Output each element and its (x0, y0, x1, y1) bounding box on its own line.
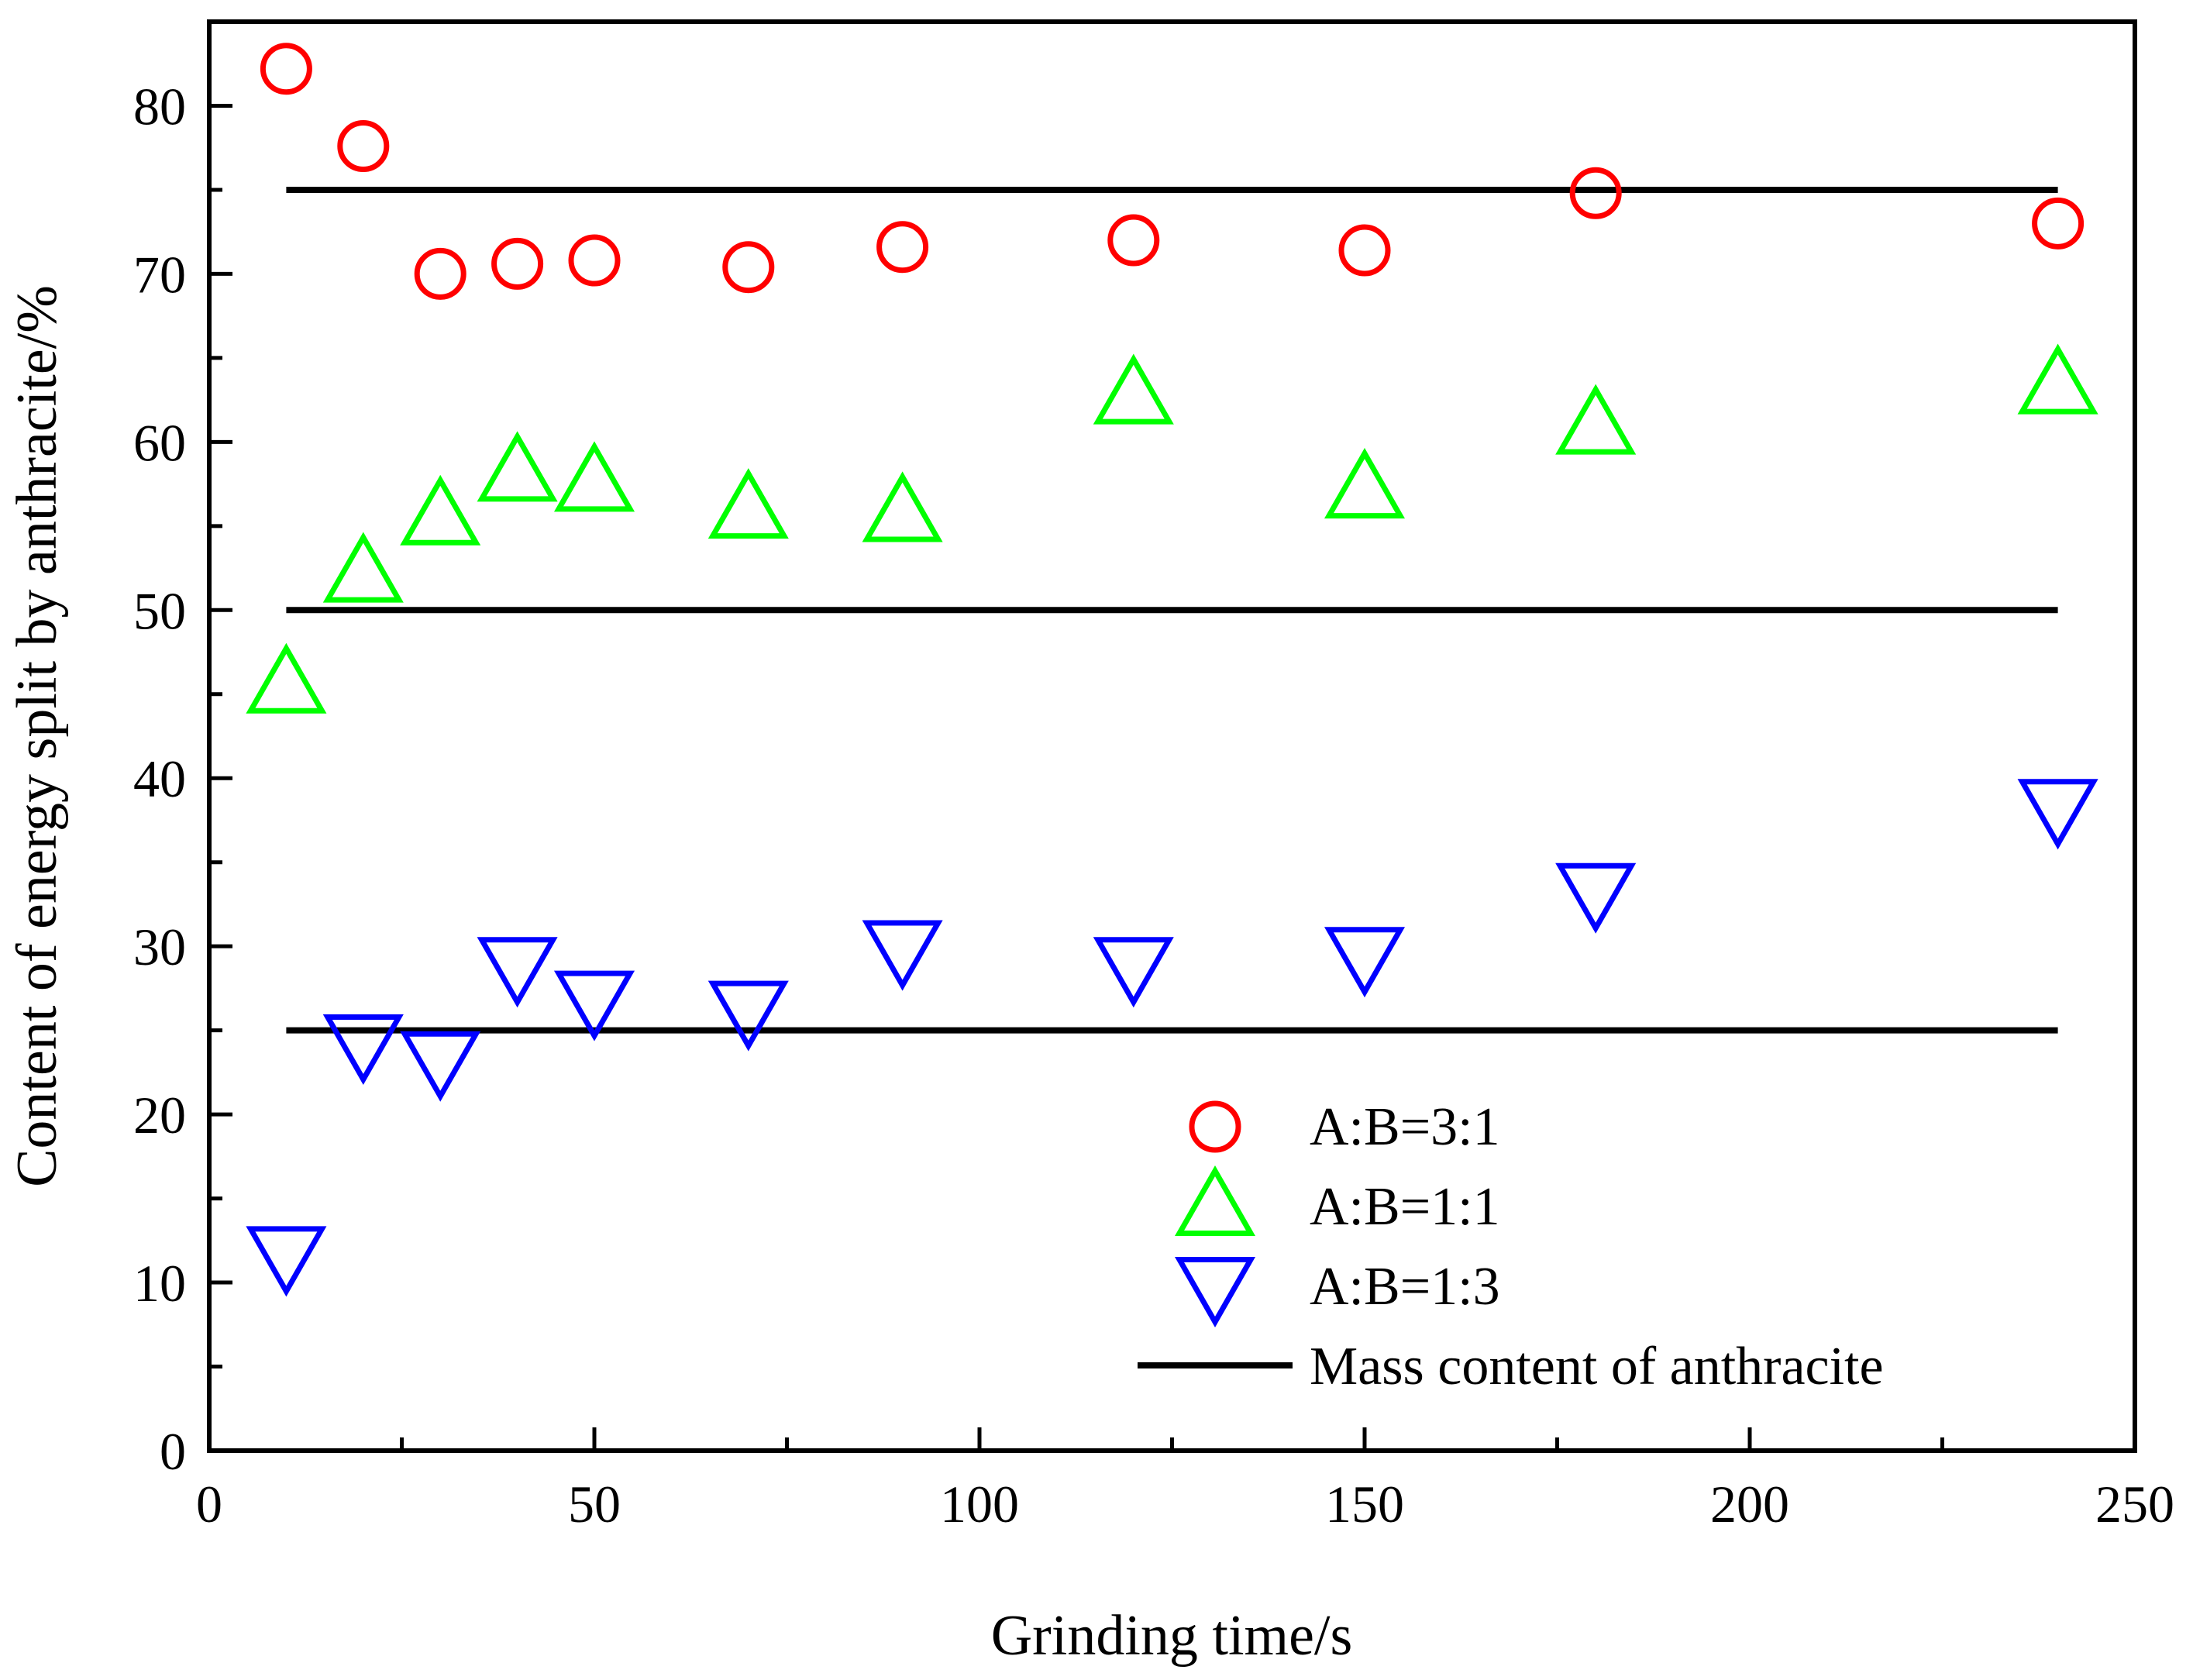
plot-frame (207, 19, 2137, 1453)
legend: A:B=3:1 A:B=1:1 A:B=1:3 Mass content of … (1138, 1097, 1884, 1396)
data-point-series-3 (477, 937, 558, 1008)
data-point-series-2 (322, 532, 404, 603)
x-tick-label: 200 (1710, 1475, 1789, 1534)
legend-symbol-series-3 (1174, 1257, 1256, 1328)
data-point-series-2 (2017, 343, 2098, 415)
data-point-series-3 (707, 980, 789, 1052)
data-point-series-3 (322, 1014, 404, 1086)
data-point-series-2 (553, 441, 635, 512)
data-point-series-3 (862, 920, 943, 991)
x-tick-label: 100 (940, 1475, 1019, 1534)
y-axis-ticks: 0 10 20 30 40 50 60 70 80 (133, 19, 232, 1481)
y-tick-label: 10 (133, 1254, 186, 1313)
data-point-series-3 (1093, 937, 1174, 1008)
x-axis-ticks: 0 50 100 150 200 250 (196, 1427, 2174, 1534)
data-point-series-2 (246, 642, 327, 714)
data-point-series-2 (400, 474, 481, 546)
y-tick-label: 40 (133, 749, 186, 808)
data-point-series-1 (722, 241, 775, 294)
x-tick-label: 50 (568, 1475, 621, 1534)
data-point-series-1 (337, 120, 390, 173)
legend-symbol-series-1 (1189, 1100, 1241, 1153)
legend-label-series-3: A:B=1:3 (1310, 1257, 1500, 1317)
data-markers (246, 43, 2098, 1297)
data-point-series-3 (1555, 862, 1637, 934)
y-tick-label: 20 (133, 1086, 186, 1145)
x-tick-label: 0 (196, 1475, 222, 1534)
x-tick-label: 150 (1325, 1475, 1404, 1534)
y-tick-label: 50 (133, 581, 186, 640)
data-point-series-1 (876, 221, 929, 274)
legend-label-mass-content: Mass content of anthracite (1310, 1337, 1884, 1396)
legend-symbol-series-2 (1174, 1165, 1256, 1236)
data-point-series-1 (491, 237, 544, 290)
data-point-series-3 (553, 970, 635, 1041)
y-tick-label: 60 (133, 413, 186, 472)
x-tick-label: 250 (2095, 1475, 2174, 1534)
data-point-series-1 (260, 43, 312, 95)
legend-marker-triangle-up (1174, 1165, 1256, 1236)
x-axis-title: Grinding time/s (991, 1604, 1353, 1668)
data-point-series-1 (414, 247, 466, 300)
data-point-series-3 (2017, 779, 2098, 850)
data-point-series-2 (1555, 384, 1637, 455)
data-point-series-1 (1107, 214, 1160, 267)
data-point-series-2 (1093, 353, 1174, 425)
data-point-series-2 (1324, 448, 1406, 519)
legend-label-series-2: A:B=1:1 (1310, 1177, 1500, 1237)
data-point-series-3 (400, 1031, 481, 1102)
legend-label-series-1: A:B=3:1 (1310, 1097, 1500, 1157)
data-point-series-1 (1338, 224, 1391, 277)
data-point-series-1 (568, 234, 621, 287)
data-point-series-1 (1569, 167, 1622, 219)
y-tick-label: 70 (133, 245, 186, 304)
legend-marker-triangle-down (1174, 1257, 1256, 1328)
reference-lines (286, 186, 2058, 1034)
data-point-series-2 (862, 471, 943, 542)
data-point-series-2 (477, 431, 558, 502)
y-tick-label: 80 (133, 77, 186, 136)
legend-marker-circle (1189, 1100, 1241, 1153)
data-point-series-3 (246, 1226, 327, 1297)
data-point-series-2 (707, 468, 789, 539)
y-tick-label: 0 (160, 1422, 186, 1481)
y-axis-title: Content of energy split by anthracite/% (5, 285, 69, 1187)
data-point-series-1 (2032, 197, 2085, 250)
data-point-series-3 (1324, 927, 1406, 998)
y-tick-label: 30 (133, 917, 186, 976)
